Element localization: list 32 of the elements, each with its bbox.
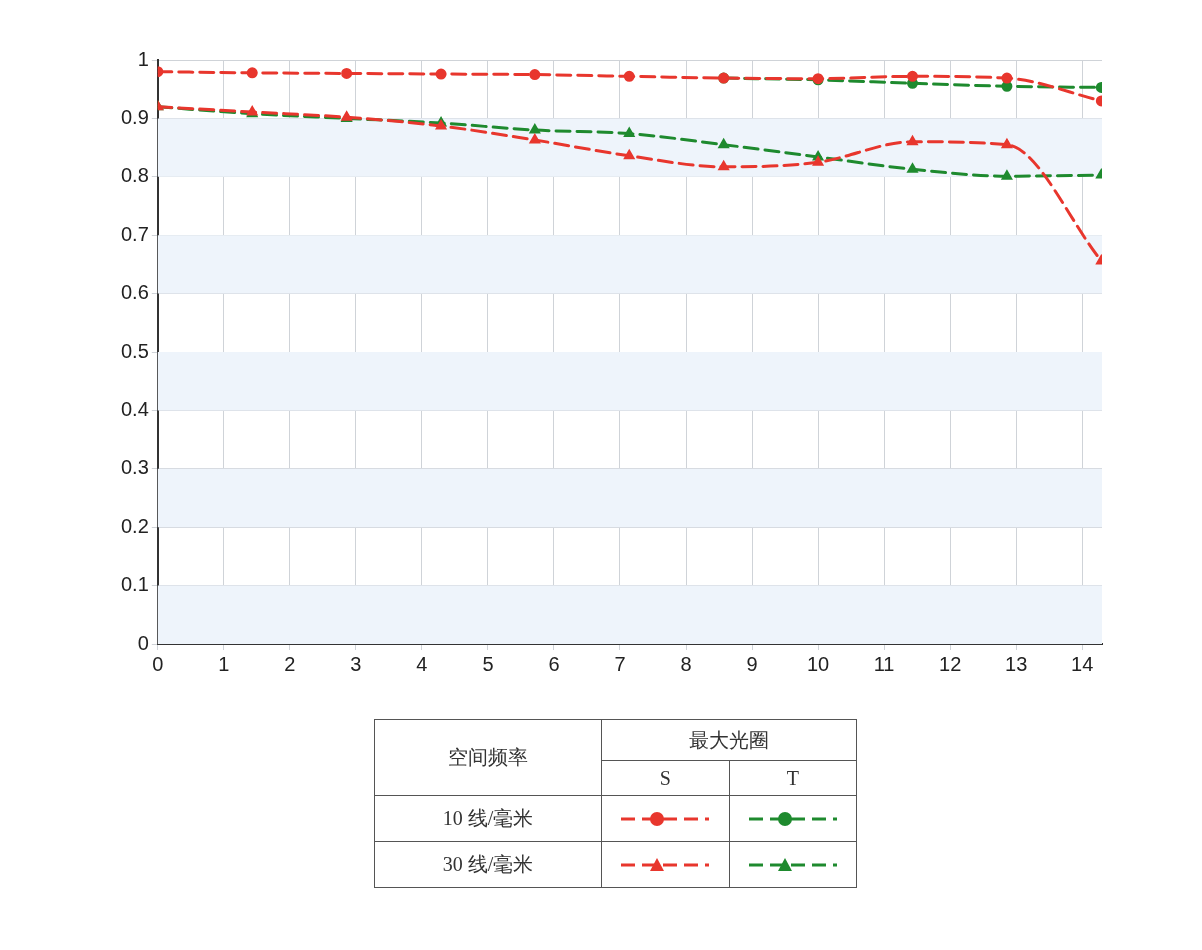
x-tick-label: 10 <box>806 652 830 675</box>
x-tick-label: 12 <box>939 652 962 675</box>
x-tick-label: 3 <box>350 652 362 675</box>
x-tick-label: 1 <box>218 652 230 675</box>
y-tick-label: 0.8 <box>120 164 149 187</box>
text: 空间频率 <box>374 719 602 796</box>
x-tick-label: 4 <box>416 652 428 675</box>
y-tick-label: 0.9 <box>120 105 149 128</box>
x-tick-label: 13 <box>1005 652 1028 675</box>
text: 最大光圈 <box>601 719 857 761</box>
y-tick-label: 1 <box>137 47 149 70</box>
text: T <box>729 760 857 796</box>
y-tick-label: 0.5 <box>120 339 149 362</box>
y-tick-label: 0 <box>137 631 149 654</box>
x-tick-label: 14 <box>1071 652 1094 675</box>
x-tick-label: 2 <box>284 652 296 675</box>
x-tick-label: 7 <box>614 652 626 675</box>
x-tick-label: 11 <box>873 652 895 675</box>
text: S <box>601 760 729 796</box>
y-tick-label: 0.3 <box>120 456 149 479</box>
y-tick-label: 0.4 <box>120 397 149 420</box>
y-tick-label: 0.2 <box>120 514 149 537</box>
text: 10 线/毫米 <box>374 795 602 842</box>
x-tick-label: 8 <box>680 652 692 675</box>
x-tick-label: 6 <box>548 652 560 675</box>
y-tick-label: 0.6 <box>120 281 149 304</box>
x-tick-label: 9 <box>746 652 758 675</box>
text: 30 线/毫米 <box>374 841 602 888</box>
x-tick-label: 0 <box>152 652 164 675</box>
x-tick-label: 5 <box>482 652 494 675</box>
y-tick-label: 0.1 <box>120 573 149 596</box>
y-tick-label: 0.7 <box>120 222 149 245</box>
